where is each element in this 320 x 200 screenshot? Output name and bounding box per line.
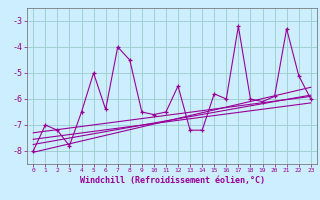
X-axis label: Windchill (Refroidissement éolien,°C): Windchill (Refroidissement éolien,°C): [79, 176, 265, 185]
